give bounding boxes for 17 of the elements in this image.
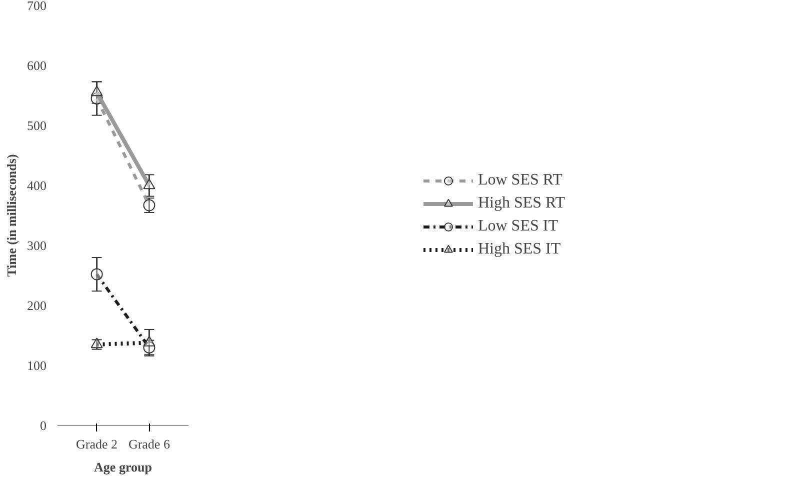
y-axis-title: Time (in milliseconds) [4, 154, 19, 277]
y-tick-label: 600 [27, 58, 46, 73]
y-tick-label: 100 [27, 358, 46, 373]
x-tick-label: Grade 2 [76, 436, 118, 452]
y-tick-label: 200 [27, 298, 46, 313]
y-tick-label: 0 [40, 418, 46, 433]
y-tick-label: 300 [27, 238, 46, 253]
x-axis-title: Age group [94, 460, 152, 474]
legend-label: Low SES IT [478, 218, 558, 236]
y-tick-label: 400 [27, 178, 46, 193]
x-tick-label: Grade 6 [128, 436, 170, 452]
legend-label: High SES IT [478, 240, 561, 258]
y-tick-label: 700 [27, 0, 46, 13]
legend-label: Low SES RT [478, 172, 562, 190]
point [90, 268, 103, 280]
legend-label: High SES RT [478, 194, 566, 212]
y-tick-label: 500 [27, 118, 46, 133]
